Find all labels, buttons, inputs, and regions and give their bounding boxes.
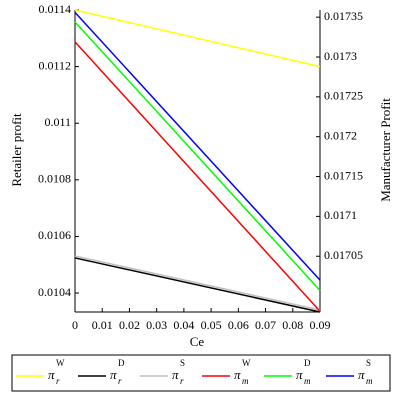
series-line — [74, 41, 321, 312]
y-tick-label: 0.0108 — [38, 172, 71, 186]
x-tick-label: 0.03 — [146, 318, 167, 332]
legend-sub: m — [366, 376, 373, 386]
legend-sup: W — [56, 358, 65, 368]
x-tick-label: 0 — [72, 318, 78, 332]
y-tick-label: 0.0104 — [38, 285, 71, 299]
legend-name: π — [110, 367, 117, 382]
y-tick-label: 0.0114 — [38, 2, 71, 16]
legend-name: π — [48, 367, 55, 382]
x-tick-label: 0.06 — [228, 318, 249, 332]
x-tick-label: 0.01 — [92, 318, 113, 332]
x-tick-label: 0.05 — [201, 318, 222, 332]
y2-tick-label: 0.01715 — [324, 168, 363, 182]
y2-tick-label: 0.0171 — [324, 208, 357, 222]
legend-sub: r — [118, 376, 122, 386]
legend-sub: r — [180, 376, 184, 386]
legend-sup: S — [366, 358, 371, 368]
legend-name: π — [172, 367, 179, 382]
y2-tick-label: 0.01705 — [324, 248, 363, 262]
legend-name: π — [296, 367, 303, 382]
x-axis-label: Ce — [190, 334, 205, 349]
y-tick-label: 0.0106 — [38, 228, 71, 242]
y-tick-label: 0.011 — [44, 115, 71, 129]
x-tick-label: 0.04 — [173, 318, 194, 332]
legend-sup: D — [118, 358, 125, 368]
series-line — [74, 255, 321, 311]
legend-sup: S — [180, 358, 185, 368]
y-tick-label: 0.0112 — [38, 58, 71, 72]
legend-name: π — [234, 367, 241, 382]
y2-tick-label: 0.01735 — [324, 9, 363, 23]
legend-name: π — [358, 367, 365, 382]
legend-box — [11, 354, 391, 392]
x-tick-label: 0.08 — [282, 318, 303, 332]
y2-tick-label: 0.0173 — [324, 49, 357, 63]
x-tick-label: 0.02 — [119, 318, 140, 332]
legend-sub: r — [56, 376, 60, 386]
y2-tick-label: 0.0172 — [324, 128, 357, 142]
series-line — [74, 21, 321, 291]
series-line — [74, 9, 321, 68]
legend-sub: m — [242, 376, 249, 386]
legend-sup: W — [242, 358, 251, 368]
y-axis-label: Retailer profit — [9, 113, 24, 187]
legend-sub: m — [304, 376, 311, 386]
y2-axis-label: Manufacturer Profit — [378, 98, 393, 202]
x-tick-label: 0.07 — [255, 318, 276, 332]
x-tick-label: 0.09 — [310, 318, 331, 332]
legend-sup: D — [304, 358, 311, 368]
series-line — [74, 257, 321, 313]
y2-tick-label: 0.01725 — [324, 89, 363, 103]
series-line — [74, 11, 321, 281]
